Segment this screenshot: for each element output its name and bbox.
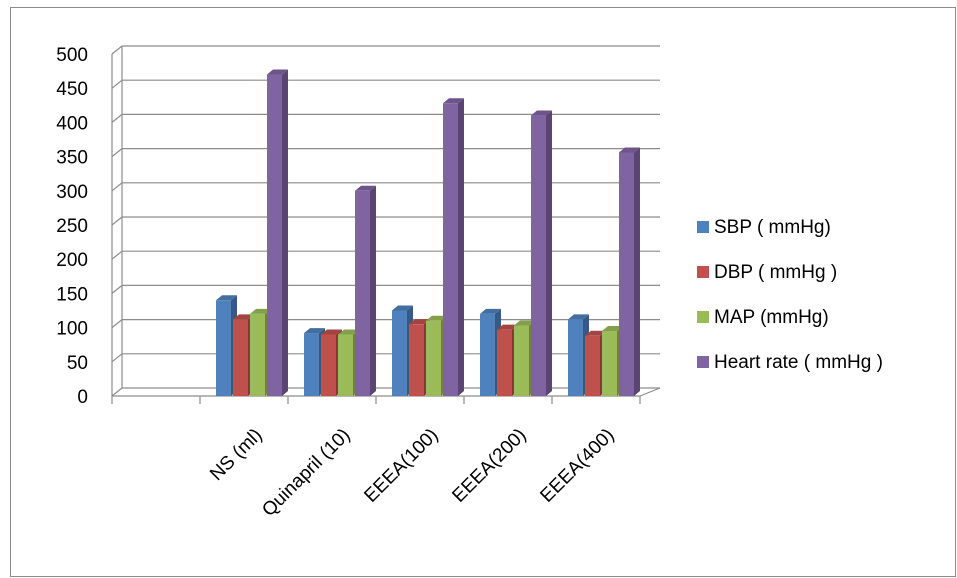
bar-top <box>267 69 288 75</box>
bar-top <box>514 320 535 326</box>
y-tick-label: 350 <box>56 148 88 169</box>
y-tick-label: 400 <box>56 113 88 134</box>
bar-top <box>585 330 606 336</box>
x-tick-label: EEEA(400) <box>536 425 618 507</box>
bars-layer <box>216 69 640 397</box>
bar-front <box>568 319 583 396</box>
bar-front <box>250 313 265 396</box>
gridline-side <box>111 319 123 329</box>
legend: SBP ( mmHg) DBP ( mmHg ) MAP (mmHg) Heart r… <box>697 217 883 373</box>
bar-front <box>338 334 353 396</box>
bar-top <box>531 110 552 116</box>
gridline-side <box>111 284 123 294</box>
y-tick-label: 50 <box>67 353 88 374</box>
bar-front <box>216 300 231 396</box>
bar-top <box>355 185 376 191</box>
bar <box>267 69 288 397</box>
legend-label: SBP ( mmHg) <box>714 217 831 238</box>
x-tick-label: EEEA(100) <box>360 425 442 507</box>
bar-top <box>392 305 413 311</box>
bar-front <box>480 313 495 396</box>
legend-swatch <box>697 266 709 278</box>
y-tick-label: 250 <box>56 216 88 237</box>
bar <box>619 147 640 396</box>
gridline-side <box>111 113 123 123</box>
gridline-side <box>111 353 123 363</box>
y-tick-label: 100 <box>56 319 88 340</box>
x-tick-label: NS (ml) <box>206 425 266 485</box>
bar-side <box>634 147 640 396</box>
chart-frame <box>10 7 956 577</box>
legend-label: Heart rate ( mmHg ) <box>714 352 883 373</box>
bar-top <box>619 147 640 153</box>
bar-front <box>392 310 407 396</box>
bar <box>355 185 376 396</box>
gridline-side <box>111 148 123 158</box>
legend-item: SBP ( mmHg) <box>697 217 831 238</box>
legend-item: Heart rate ( mmHg ) <box>697 352 883 373</box>
bar-front <box>585 335 600 396</box>
bar-front <box>304 333 319 396</box>
bar-front <box>619 152 634 396</box>
bar-front <box>426 320 441 396</box>
bar-front <box>602 331 617 396</box>
bar-top <box>409 319 430 325</box>
legend-swatch <box>697 221 709 233</box>
x-tick-label: Quinapril (10) <box>258 425 354 521</box>
axis-layer <box>111 46 661 404</box>
x-tick-label: EEEA(200) <box>448 425 530 507</box>
bar-top <box>426 315 447 321</box>
bar-front <box>409 324 424 396</box>
bar <box>497 324 518 396</box>
legend-item: DBP ( mmHg ) <box>697 262 837 283</box>
gridline-side <box>111 387 123 397</box>
bar-front <box>531 115 546 396</box>
legend-item: MAP (mmHg) <box>697 307 829 328</box>
bar-top <box>250 308 271 314</box>
y-tick-label: 450 <box>56 79 88 100</box>
legend-label: MAP (mmHg) <box>714 307 829 328</box>
bar <box>443 98 464 397</box>
bar-top <box>480 308 501 314</box>
y-tick-label: 300 <box>56 182 88 203</box>
bar-front <box>497 329 512 396</box>
legend-swatch <box>697 356 709 368</box>
bar-top <box>338 329 359 335</box>
gridline-side <box>111 79 123 89</box>
bar-side <box>458 98 464 397</box>
y-tick-label: 200 <box>56 250 88 271</box>
legend-label: DBP ( mmHg ) <box>714 262 837 283</box>
gridline-side <box>111 182 123 192</box>
y-tick-label: 0 <box>77 387 88 408</box>
y-tick-label: 150 <box>56 284 88 305</box>
bar-side <box>370 185 376 396</box>
bar <box>585 330 606 396</box>
y-tick-label: 500 <box>56 45 88 66</box>
bar-top <box>304 328 325 334</box>
bar-top <box>216 295 237 301</box>
bar-top <box>602 326 623 332</box>
bar-front <box>355 190 370 396</box>
gridline-side <box>111 216 123 226</box>
bar-front <box>321 334 336 396</box>
bar-top <box>568 314 589 320</box>
bar-front <box>233 319 248 396</box>
bar-side <box>546 110 552 396</box>
bar-front <box>514 325 529 396</box>
bar-top <box>321 329 342 335</box>
bar-front <box>443 103 458 397</box>
legend-swatch <box>697 311 709 323</box>
floor-right-edge <box>639 387 661 397</box>
bar <box>531 110 552 396</box>
bar-front <box>267 74 282 397</box>
bar-top <box>233 314 254 320</box>
bar-top <box>497 324 518 330</box>
gridline-side <box>111 45 123 55</box>
bar-top <box>443 98 464 104</box>
bar-side <box>282 69 288 397</box>
gridline-side <box>111 250 123 260</box>
